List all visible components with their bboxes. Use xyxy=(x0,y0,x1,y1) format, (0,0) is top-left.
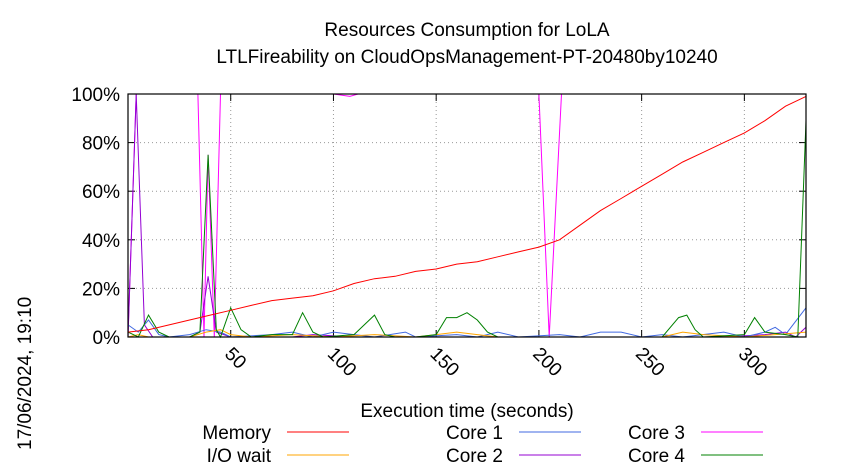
y-tick-label: 80% xyxy=(82,134,120,155)
y-tick-label: 60% xyxy=(82,182,120,203)
y-tick-label: 20% xyxy=(82,279,120,300)
x-tick-label: 300 xyxy=(734,344,771,381)
x-tick-label: 100 xyxy=(323,344,360,381)
x-tick-label: 50 xyxy=(220,344,250,374)
x-tick-label: 200 xyxy=(528,344,565,381)
chart-subtitle: LTLFireability on CloudOpsManagement-PT-… xyxy=(216,47,717,68)
series-line-core-4 xyxy=(127,120,807,339)
timestamp: 17/06/2024, 19:10 xyxy=(15,297,36,450)
legend-label-core-2: Core 2 xyxy=(446,446,503,467)
x-axis: 50 100 150 200 250 300 xyxy=(220,94,771,381)
legend-label-core-4: Core 4 xyxy=(628,446,685,467)
y-tick-label: 0% xyxy=(93,328,121,349)
legend-label-core-1: Core 1 xyxy=(446,423,503,444)
x-axis-label: Execution time (seconds) xyxy=(360,401,573,422)
series-line-core-3 xyxy=(127,93,806,338)
plot-frame xyxy=(127,93,807,338)
y-tick-label: 100% xyxy=(71,85,120,106)
legend-label-memory: Memory xyxy=(202,423,271,444)
gridlines xyxy=(128,94,806,337)
legend-label-core-3: Core 3 xyxy=(628,423,685,444)
series-line-memory xyxy=(127,95,807,333)
y-tick-label: 40% xyxy=(82,231,120,252)
chart-title: Resources Consumption for LoLA xyxy=(324,20,609,41)
legend-label-i-o-wait: I/O wait xyxy=(207,446,272,467)
series-lines xyxy=(127,93,807,339)
series-line-core-2 xyxy=(127,93,807,338)
x-tick-label: 150 xyxy=(426,344,463,381)
x-tick-label: 250 xyxy=(631,344,668,381)
y-axis: 0% 20% 40% 60% 80% 100% xyxy=(71,85,806,349)
